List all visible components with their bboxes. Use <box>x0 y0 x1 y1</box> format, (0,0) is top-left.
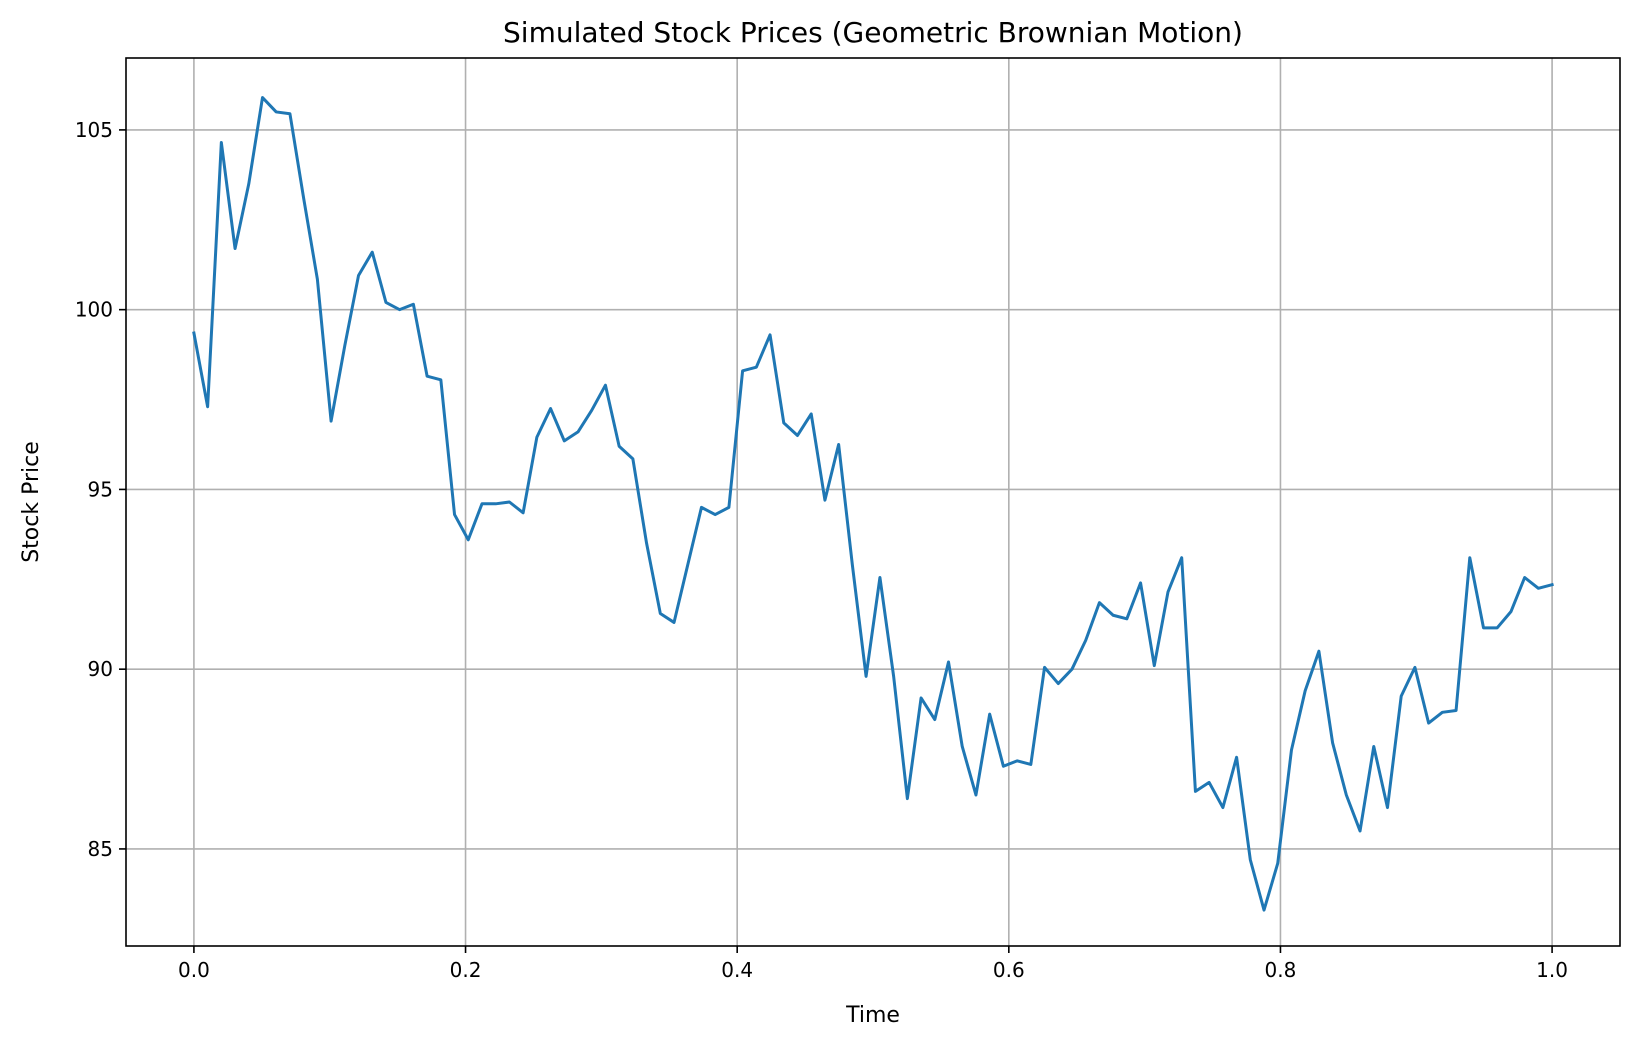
plot-frame <box>125 57 1621 947</box>
x-axis-label: Time <box>845 1003 900 1028</box>
x-tick-label: 0.2 <box>450 958 482 982</box>
series-line <box>192 96 1554 912</box>
y-tick-label: 90 <box>88 657 113 681</box>
chart-title: Simulated Stock Prices (Geometric Browni… <box>503 16 1243 49</box>
y-axis-label: Stock Price <box>19 441 44 563</box>
grid <box>126 58 1620 946</box>
y-tick-label: 105 <box>75 118 113 142</box>
y-tick-label: 100 <box>75 298 113 322</box>
x-tick-label: 0.4 <box>721 958 753 982</box>
plot-area <box>126 58 1620 946</box>
x-tick-label: 0.6 <box>993 958 1025 982</box>
x-tick-label: 0.0 <box>178 958 210 982</box>
x-tick-label: 1.0 <box>1536 958 1568 982</box>
x-tick-label: 0.8 <box>1265 958 1297 982</box>
y-tick-label: 85 <box>88 837 113 861</box>
y-tick-label: 95 <box>88 477 113 501</box>
ticks: 0.0 0.2 0.4 0.6 0.8 1.0 85 90 95 100 105 <box>75 118 1568 982</box>
series-line-group <box>192 96 1554 912</box>
